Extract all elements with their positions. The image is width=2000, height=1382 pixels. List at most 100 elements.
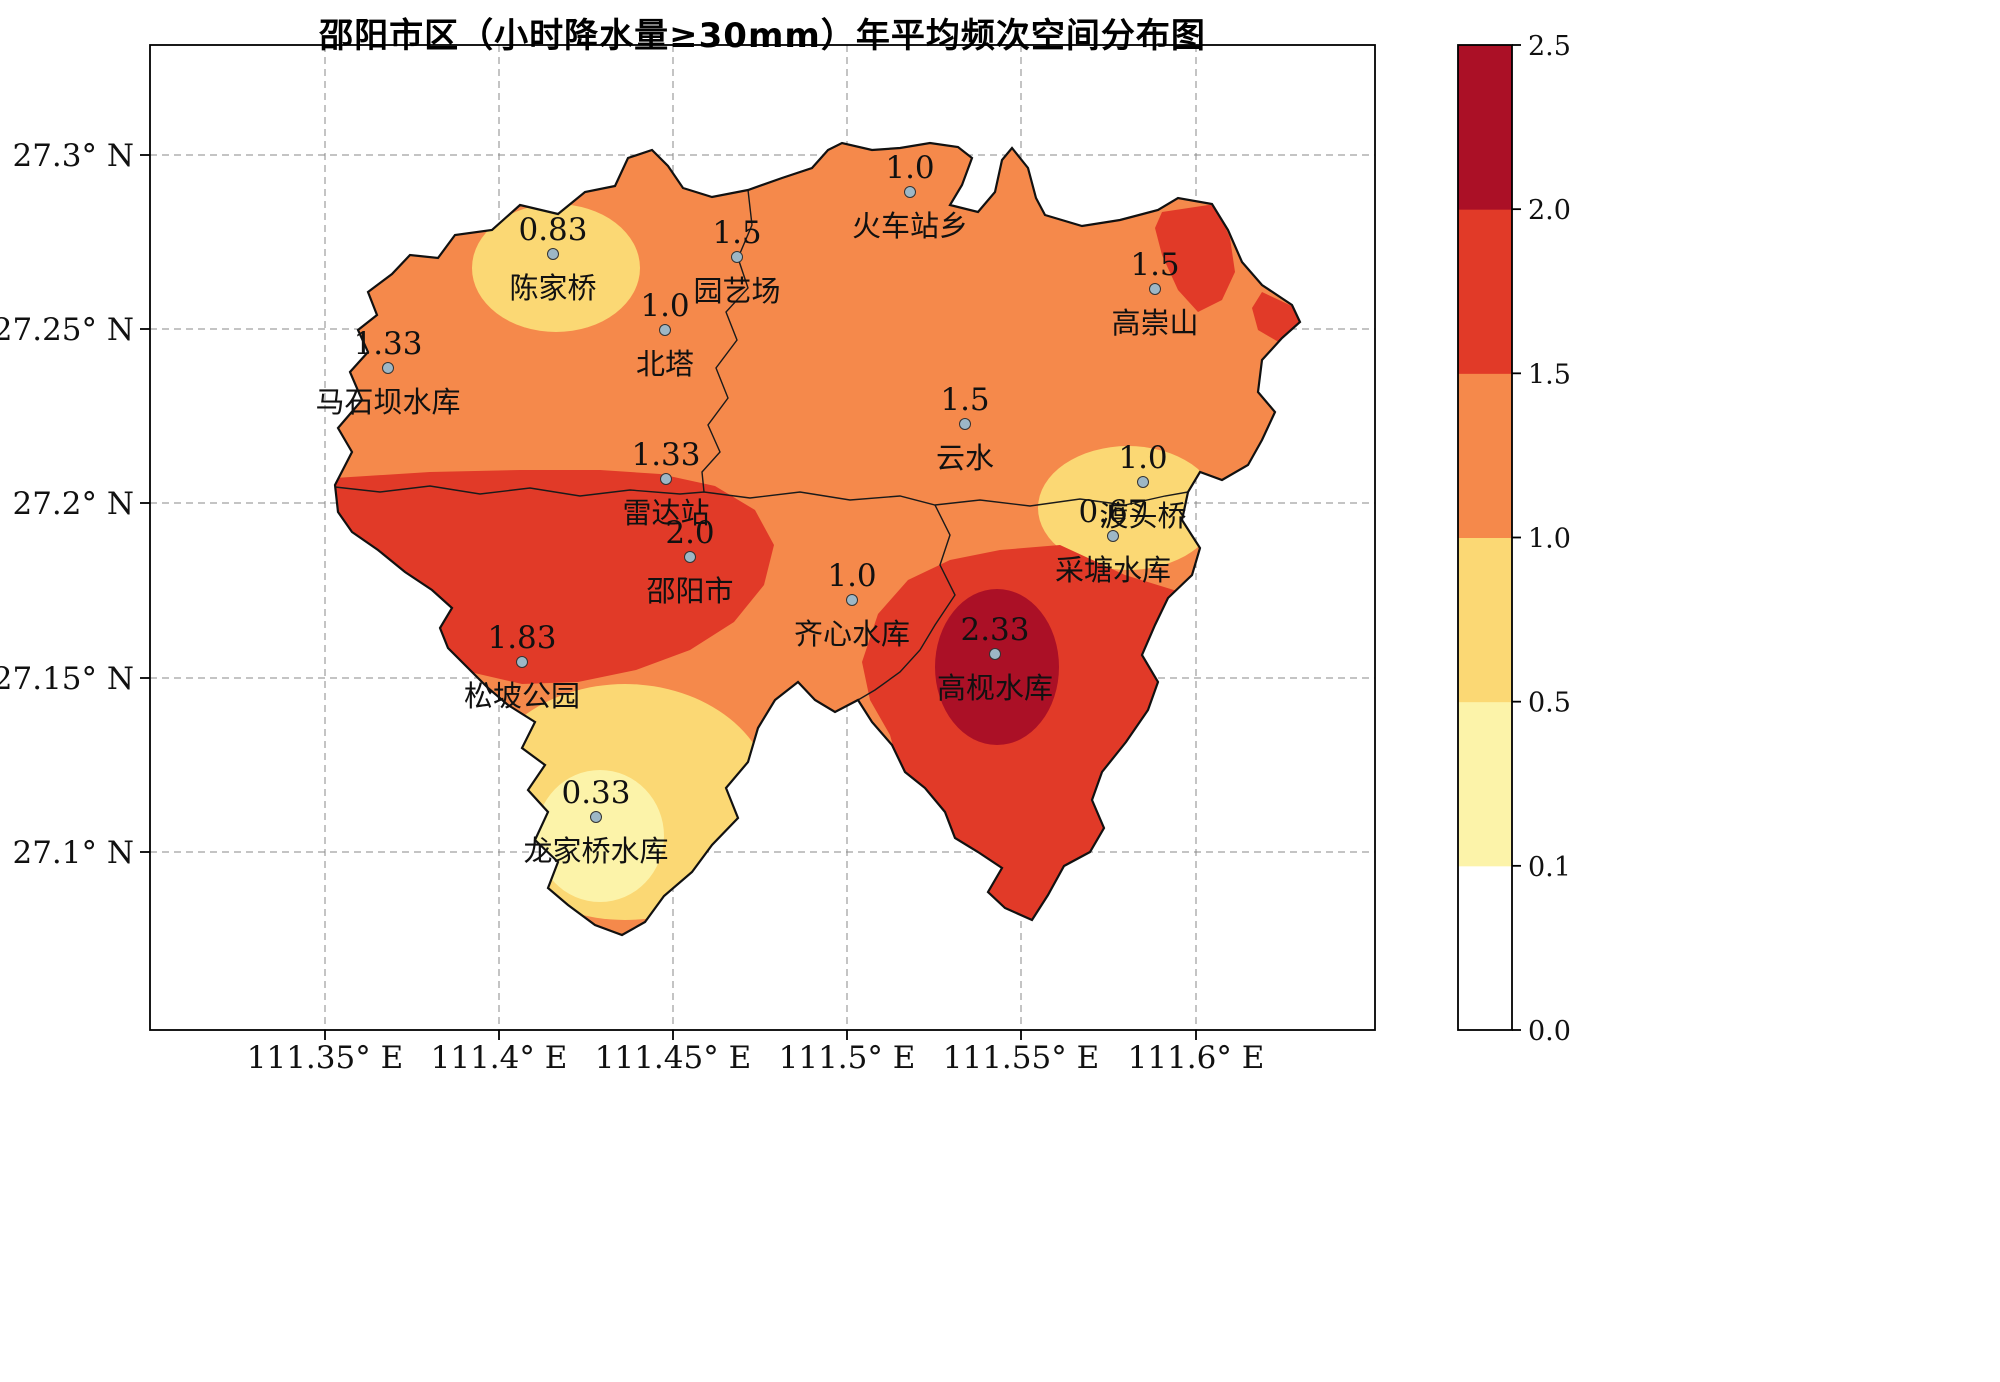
station-name-label: 马石坝水库 bbox=[315, 385, 460, 419]
station-name-label: 松坡公园 bbox=[464, 679, 580, 713]
x-tick-label: 111.55° E bbox=[943, 1040, 1099, 1076]
station-marker bbox=[731, 251, 743, 263]
contour-band-1.5-2.0-northeast bbox=[1155, 204, 1235, 312]
station-marker bbox=[846, 594, 858, 606]
station: 1.0 北塔 bbox=[636, 288, 694, 381]
colorbar-segment bbox=[1458, 701, 1512, 867]
station: 2.33 高枧水库 bbox=[937, 612, 1053, 705]
contour-band-0.1-0.5-south-core bbox=[536, 770, 664, 902]
station-name-label: 北塔 bbox=[636, 347, 694, 381]
station-name-label: 齐心水库 bbox=[794, 617, 910, 651]
station-value-label: 1.5 bbox=[1130, 247, 1179, 283]
station-name-label: 邵阳市 bbox=[646, 574, 733, 608]
x-tick-label: 111.5° E bbox=[779, 1040, 916, 1076]
x-tick-label: 111.4° E bbox=[431, 1040, 568, 1076]
colorbar-segment bbox=[1458, 865, 1512, 1031]
station-name-label: 高崇山 bbox=[1111, 306, 1198, 340]
station-marker bbox=[989, 648, 1001, 660]
station-name-label: 采塘水库 bbox=[1055, 553, 1171, 587]
colorbar-tick-label: 1.5 bbox=[1528, 359, 1571, 390]
station: 1.33 马石坝水库 bbox=[315, 326, 460, 419]
station-marker bbox=[660, 473, 672, 485]
colorbar-segment bbox=[1458, 45, 1512, 210]
station-marker bbox=[547, 248, 559, 260]
station-value-label: 1.0 bbox=[885, 150, 934, 186]
station-value-label: 1.83 bbox=[487, 620, 556, 656]
station: 1.5 云水 bbox=[936, 382, 994, 475]
station: 1.0 火车站乡 bbox=[852, 150, 968, 243]
station-marker bbox=[1107, 530, 1119, 542]
station-marker bbox=[382, 362, 394, 374]
station-name-label: 龙家桥水库 bbox=[523, 834, 668, 868]
colorbar-segment bbox=[1458, 537, 1512, 703]
station-marker bbox=[959, 418, 971, 430]
contour-band-0.5-1.0-east bbox=[1038, 446, 1218, 570]
y-tick-label: 27.1° N bbox=[12, 835, 134, 871]
station-name-label: 云水 bbox=[936, 441, 994, 475]
colorbar-segment bbox=[1458, 373, 1512, 538]
station-marker bbox=[516, 656, 528, 668]
station: 1.0 齐心水库 bbox=[794, 558, 910, 651]
y-tick-label: 27.2° N bbox=[12, 486, 134, 522]
station: 1.0 渡头桥 bbox=[1099, 440, 1186, 533]
station-value-label: 1.0 bbox=[1118, 440, 1167, 476]
station-marker bbox=[1149, 283, 1161, 295]
plot-frame bbox=[149, 44, 1376, 1031]
station-layer: 1.0 火车站乡 0.83 陈家桥 1.5 园艺场 1.5 高崇山 1.0 北塔 1.33 马石坝水库… bbox=[315, 150, 1198, 868]
colorbar-tick-label: 0.5 bbox=[1528, 688, 1571, 719]
colorbar-tick-label: 2.5 bbox=[1528, 31, 1571, 62]
station-marker bbox=[659, 324, 671, 336]
station: 0.67 采塘水库 bbox=[1055, 494, 1171, 587]
station-value-label: 1.33 bbox=[353, 326, 422, 362]
station-marker bbox=[590, 811, 602, 823]
axis-layer: 111.35° E 111.4° E 111.45° E 111.5° E 111.55… bbox=[0, 138, 1264, 1076]
x-tick-label: 111.45° E bbox=[595, 1040, 751, 1076]
district-inner-boundary-southeast bbox=[857, 504, 956, 701]
station-value-label: 0.33 bbox=[561, 775, 630, 811]
contour-band-1.5-2.0-west bbox=[335, 470, 774, 684]
station-name-label: 火车站乡 bbox=[852, 209, 968, 243]
district-outer-boundary bbox=[333, 141, 1302, 937]
station-name-label: 高枧水库 bbox=[937, 671, 1053, 705]
station-marker bbox=[904, 186, 916, 198]
station-name-label: 园艺场 bbox=[693, 274, 780, 308]
station-marker bbox=[684, 551, 696, 563]
station-value-label: 1.33 bbox=[631, 437, 700, 473]
station-name-label: 陈家桥 bbox=[509, 271, 596, 305]
station: 1.83 松坡公园 bbox=[464, 620, 580, 713]
contour-band-2.0-2.5-core bbox=[935, 589, 1059, 745]
x-tick-label: 111.6° E bbox=[1128, 1040, 1265, 1076]
y-tick-label: 27.3° N bbox=[12, 138, 134, 174]
station-name-label: 雷达站 bbox=[622, 496, 709, 530]
colorbar-segment bbox=[1458, 209, 1512, 374]
station: 1.5 园艺场 bbox=[693, 215, 780, 308]
colorbar: 0.0 0.1 0.5 1.0 1.5 2.0 2.5 bbox=[1457, 31, 1571, 1047]
chart-title: 邵阳市区（小时降水量≥30mm）年平均频次空间分布图 bbox=[319, 16, 1206, 56]
station-value-label: 2.0 bbox=[665, 515, 714, 551]
colorbar-tick-label: 2.0 bbox=[1528, 195, 1571, 226]
station: 2.0 邵阳市 bbox=[646, 515, 733, 608]
station-marker bbox=[1137, 476, 1149, 488]
station-value-label: 2.33 bbox=[960, 612, 1029, 648]
station-value-label: 0.83 bbox=[518, 212, 587, 248]
y-tick-label: 27.15° N bbox=[0, 661, 134, 697]
station-value-label: 1.0 bbox=[640, 288, 689, 324]
station-value-label: 1.5 bbox=[712, 215, 761, 251]
district-inner-boundary-middle bbox=[335, 485, 1189, 507]
station: 0.83 陈家桥 bbox=[509, 212, 596, 305]
colorbar-tick-label: 1.0 bbox=[1528, 524, 1571, 555]
y-tick-label: 27.25° N bbox=[0, 312, 134, 348]
station: 1.33 雷达站 bbox=[622, 437, 709, 530]
x-tick-label: 111.35° E bbox=[247, 1040, 403, 1076]
colorbar-tick-label: 0.0 bbox=[1528, 1016, 1571, 1047]
station-name-label: 渡头桥 bbox=[1099, 499, 1186, 533]
station: 0.33 龙家桥水库 bbox=[523, 775, 668, 868]
contour-band-0.5-1.0-northwest bbox=[472, 204, 640, 332]
station-value-label: 1.0 bbox=[827, 558, 876, 594]
station-value-label: 1.5 bbox=[940, 382, 989, 418]
colorbar-tick-label: 0.1 bbox=[1528, 852, 1571, 883]
station-value-label: 0.67 bbox=[1078, 494, 1147, 530]
station: 1.5 高崇山 bbox=[1111, 247, 1198, 340]
